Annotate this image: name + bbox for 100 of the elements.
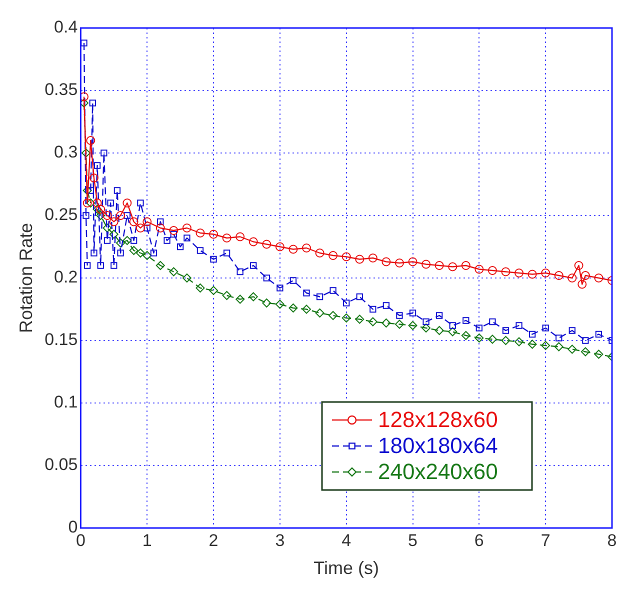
point bbox=[542, 324, 549, 332]
point bbox=[514, 268, 524, 278]
point bbox=[394, 258, 404, 268]
point bbox=[408, 257, 418, 266]
point bbox=[594, 274, 604, 282]
point bbox=[356, 293, 363, 300]
point bbox=[117, 250, 124, 256]
point bbox=[330, 287, 336, 294]
point bbox=[528, 340, 537, 349]
y-tick-label: 0.4 bbox=[54, 18, 78, 37]
point bbox=[302, 304, 311, 314]
point bbox=[114, 187, 121, 194]
point bbox=[276, 284, 284, 292]
point bbox=[409, 310, 416, 316]
point bbox=[355, 314, 364, 324]
point bbox=[109, 230, 118, 239]
point bbox=[568, 274, 577, 282]
point bbox=[290, 277, 297, 284]
point bbox=[343, 300, 350, 306]
point bbox=[248, 237, 258, 246]
point bbox=[156, 261, 165, 270]
y-axis-title: Rotation Rate bbox=[16, 222, 36, 334]
point bbox=[394, 320, 404, 329]
point bbox=[182, 274, 192, 282]
point bbox=[164, 237, 170, 244]
point bbox=[275, 242, 284, 252]
point bbox=[169, 267, 178, 276]
point bbox=[80, 40, 88, 46]
x-tick-label: 5 bbox=[408, 530, 418, 550]
legend-label: 240x240x60 bbox=[378, 459, 498, 484]
point bbox=[100, 150, 108, 156]
point bbox=[541, 268, 550, 278]
point bbox=[501, 336, 510, 345]
point bbox=[250, 262, 257, 269]
point bbox=[541, 341, 550, 350]
point bbox=[594, 350, 604, 359]
point bbox=[488, 266, 497, 275]
point bbox=[582, 337, 589, 344]
y-tick-label: 0.1 bbox=[54, 392, 78, 412]
point bbox=[176, 243, 184, 250]
y-tick-label: 0.05 bbox=[44, 455, 78, 474]
point bbox=[137, 200, 144, 206]
point bbox=[275, 300, 284, 309]
point bbox=[382, 257, 391, 266]
point bbox=[82, 212, 90, 219]
point bbox=[122, 236, 132, 245]
point bbox=[342, 314, 351, 322]
point bbox=[436, 312, 443, 319]
point bbox=[92, 204, 102, 214]
point bbox=[236, 294, 245, 304]
x-tick-label: 8 bbox=[607, 530, 617, 550]
point bbox=[102, 211, 112, 220]
point bbox=[422, 318, 430, 326]
point bbox=[122, 198, 132, 208]
point bbox=[109, 217, 118, 226]
point bbox=[150, 250, 158, 256]
point bbox=[488, 334, 497, 344]
point bbox=[316, 293, 324, 300]
point bbox=[554, 271, 564, 280]
point bbox=[528, 330, 536, 338]
point bbox=[196, 228, 205, 238]
point bbox=[434, 261, 444, 270]
point bbox=[80, 98, 89, 108]
point bbox=[342, 252, 351, 262]
x-tick-label: 3 bbox=[275, 530, 285, 550]
x-tick-label: 2 bbox=[208, 530, 218, 550]
point bbox=[476, 324, 482, 332]
point bbox=[422, 324, 431, 332]
point bbox=[514, 337, 524, 346]
point bbox=[86, 198, 96, 208]
point bbox=[382, 302, 390, 309]
point bbox=[136, 224, 145, 232]
x-axis-title: Time (s) bbox=[314, 558, 380, 578]
point bbox=[303, 290, 310, 296]
point bbox=[448, 262, 458, 272]
point bbox=[136, 248, 145, 258]
y-tick-label: 0.2 bbox=[54, 268, 78, 287]
legend-label: 180x180x64 bbox=[378, 433, 498, 458]
point bbox=[89, 100, 96, 106]
point bbox=[129, 246, 138, 255]
point bbox=[236, 232, 245, 242]
point bbox=[107, 200, 114, 206]
point bbox=[96, 211, 106, 220]
point bbox=[209, 230, 218, 239]
point bbox=[90, 250, 98, 256]
point bbox=[248, 292, 258, 302]
y-tick-label: 0.3 bbox=[54, 142, 78, 162]
point bbox=[368, 317, 378, 326]
point bbox=[408, 321, 418, 330]
point bbox=[116, 238, 126, 248]
point bbox=[422, 260, 431, 269]
point bbox=[461, 261, 470, 270]
point bbox=[92, 198, 102, 208]
x-tick-label: 7 bbox=[540, 530, 550, 550]
point bbox=[288, 244, 298, 254]
point bbox=[554, 342, 564, 352]
point bbox=[262, 298, 272, 308]
point bbox=[196, 247, 204, 254]
point bbox=[262, 240, 272, 249]
point bbox=[116, 211, 126, 220]
